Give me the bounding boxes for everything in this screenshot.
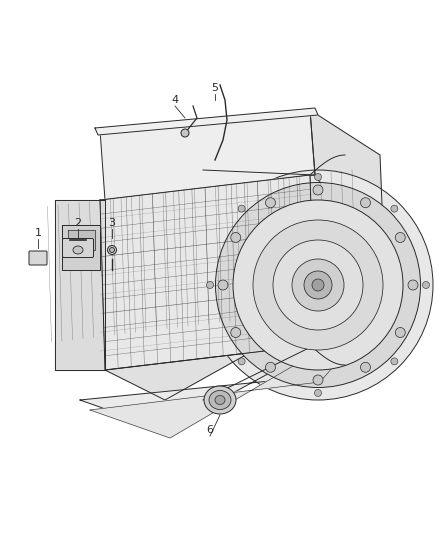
Ellipse shape: [238, 358, 245, 365]
Ellipse shape: [273, 240, 363, 330]
Ellipse shape: [314, 174, 321, 181]
Ellipse shape: [360, 198, 371, 208]
Ellipse shape: [314, 390, 321, 397]
Ellipse shape: [238, 205, 245, 212]
Polygon shape: [100, 175, 315, 370]
Polygon shape: [310, 110, 385, 280]
Ellipse shape: [209, 391, 231, 409]
Ellipse shape: [233, 200, 403, 370]
Ellipse shape: [218, 280, 228, 290]
Ellipse shape: [107, 246, 117, 254]
Ellipse shape: [204, 386, 236, 414]
Ellipse shape: [391, 358, 398, 365]
Polygon shape: [100, 110, 315, 200]
Polygon shape: [55, 200, 105, 370]
Polygon shape: [62, 225, 100, 270]
Ellipse shape: [391, 205, 398, 212]
Text: 3: 3: [109, 218, 116, 228]
Ellipse shape: [313, 375, 323, 385]
Ellipse shape: [265, 362, 276, 372]
Ellipse shape: [292, 259, 344, 311]
Ellipse shape: [423, 281, 430, 288]
Polygon shape: [105, 280, 380, 400]
Ellipse shape: [206, 281, 213, 288]
Text: 5: 5: [212, 83, 219, 93]
Ellipse shape: [215, 182, 420, 387]
Ellipse shape: [304, 271, 332, 299]
FancyBboxPatch shape: [29, 251, 47, 265]
Ellipse shape: [215, 395, 225, 405]
Ellipse shape: [181, 129, 189, 137]
Text: 4: 4: [171, 95, 179, 105]
Ellipse shape: [253, 220, 383, 350]
Ellipse shape: [231, 327, 241, 337]
Ellipse shape: [312, 279, 324, 291]
Polygon shape: [80, 310, 385, 430]
Polygon shape: [90, 318, 375, 438]
FancyBboxPatch shape: [63, 238, 93, 257]
Polygon shape: [68, 230, 95, 250]
Text: 2: 2: [74, 218, 81, 228]
Ellipse shape: [395, 232, 405, 243]
Text: 6: 6: [206, 425, 213, 435]
Ellipse shape: [395, 327, 405, 337]
Ellipse shape: [110, 247, 114, 253]
Ellipse shape: [408, 280, 418, 290]
Ellipse shape: [203, 170, 433, 400]
Ellipse shape: [313, 185, 323, 195]
Ellipse shape: [265, 198, 276, 208]
Ellipse shape: [73, 246, 83, 254]
Ellipse shape: [231, 232, 241, 243]
Polygon shape: [95, 108, 318, 135]
Text: 1: 1: [35, 228, 42, 238]
Ellipse shape: [360, 362, 371, 372]
